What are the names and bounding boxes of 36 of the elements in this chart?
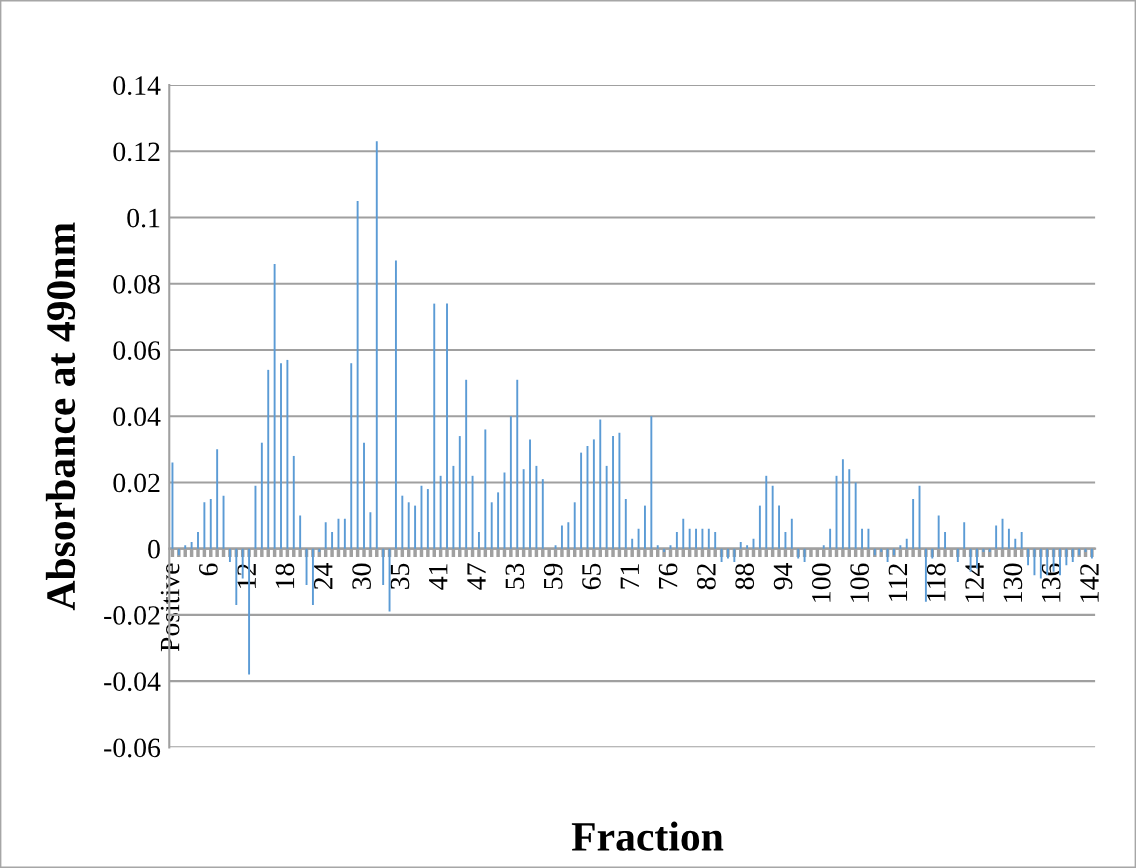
x-tick-label: 53 (505, 563, 525, 589)
x-tick-label: 112 (888, 564, 908, 601)
y-tick-label: -0.06 (104, 738, 161, 758)
x-tick-label: 94 (773, 562, 793, 590)
x-tick-label: 136 (1041, 563, 1061, 602)
y-tick-label: 0.12 (113, 142, 160, 162)
y-tick-label: 0.04 (113, 407, 161, 427)
x-tick-label: 30 (352, 563, 371, 589)
x-tick-label: 82 (697, 564, 716, 590)
x-tick-label: 65 (582, 563, 601, 590)
x-tick-label: 24 (313, 562, 333, 590)
y-tick-label: 0.14 (113, 76, 161, 96)
x-tick-label: 59 (543, 563, 563, 589)
x-tick-label: 118 (926, 563, 946, 601)
x-tick-label: 106 (850, 563, 869, 602)
y-axis-title: Absorbance at 490nm (45, 222, 76, 611)
x-tick-label: 124 (965, 562, 984, 602)
x-tick-label: 88 (735, 563, 755, 590)
y-tick-label: 0.02 (113, 473, 160, 493)
y-tick-label: 0.06 (113, 341, 161, 361)
y-tick-label: -0.04 (104, 672, 161, 692)
x-tick-label: 35 (390, 563, 410, 589)
y-tick-label: 0 (148, 539, 160, 559)
x-tick-label: 130 (1003, 563, 1023, 602)
y-tick-label: 0.08 (113, 274, 160, 294)
x-tick-label: 142 (1080, 564, 1099, 602)
x-tick-label: 6 (199, 563, 218, 576)
x-tick-label: 76 (658, 563, 678, 589)
y-tick-label: -0.02 (104, 606, 160, 625)
x-axis-title: Fraction (571, 821, 724, 851)
x-tick-label: 47 (467, 563, 486, 590)
x-tick-label: 18 (275, 563, 295, 588)
x-tick-label: 71 (620, 564, 639, 589)
x-tick-label: 100 (811, 563, 831, 602)
y-tick-label: 0.1 (127, 208, 160, 228)
x-tick-label: 41 (428, 564, 448, 590)
